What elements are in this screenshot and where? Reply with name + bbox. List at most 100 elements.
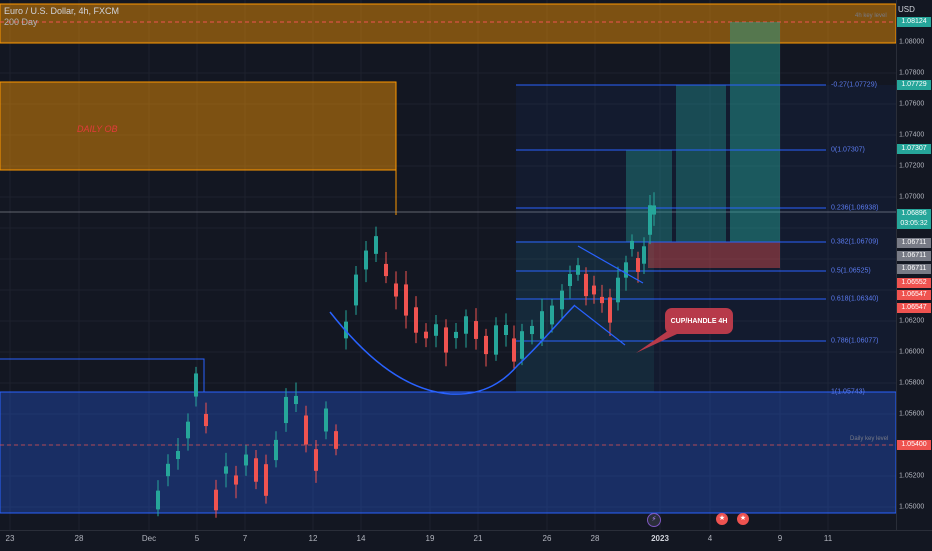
time-tick: 19: [425, 534, 435, 543]
time-tick: 2023: [651, 534, 669, 543]
time-tick: 11: [823, 534, 833, 543]
candle-body: [194, 373, 198, 397]
candle-body: [540, 311, 544, 339]
fib-label: -0.27(1.07729): [831, 81, 877, 89]
price-badge: 1.06711: [897, 238, 931, 248]
candle-body: [512, 338, 516, 362]
stop-box: [648, 242, 780, 268]
lightning-icon[interactable]: ⚡: [647, 513, 661, 527]
price-tick: 1.05800: [899, 379, 925, 387]
candle-body: [186, 421, 190, 439]
price-badge: 1.07307: [897, 144, 931, 154]
price-tick: 1.07000: [899, 193, 925, 201]
daily-key-level-label: Daily key level: [850, 436, 889, 442]
candle-body: [234, 475, 238, 485]
time-tick: 21: [473, 534, 483, 543]
candle-body: [324, 408, 328, 432]
candle-body: [464, 316, 468, 334]
candle-body: [414, 307, 418, 333]
candle-body: [530, 325, 534, 335]
target-box-2: [676, 85, 726, 242]
candle-body: [652, 205, 656, 215]
candle-body: [576, 265, 580, 275]
candle-body: [630, 240, 634, 250]
candle-body: [374, 236, 378, 254]
candle-body: [394, 283, 398, 297]
candle-body: [520, 331, 524, 359]
candle-body: [584, 273, 588, 297]
price-badge: 1.06711: [897, 264, 931, 274]
candle-body: [294, 395, 298, 405]
candle-body: [642, 246, 646, 264]
candle-body: [214, 489, 218, 511]
handle-lines: [577, 245, 644, 284]
time-tick: Dec: [141, 534, 157, 543]
price-tick: 1.08000: [899, 38, 925, 46]
fib-label: 0.618(1.06340): [831, 295, 879, 303]
price-badge: 1.06552: [897, 278, 931, 288]
candle-body: [592, 285, 596, 295]
price-tick: 1.05600: [899, 410, 925, 418]
chart-pane[interactable]: Euro / U.S. Dollar, 4h, FXCM 200 Day DAI…: [0, 0, 896, 530]
candle-body: [600, 296, 604, 304]
time-tick: 28: [74, 534, 84, 543]
candle-body: [156, 490, 160, 510]
candle-body: [484, 335, 488, 355]
price-badge: 1.06547: [897, 290, 931, 300]
time-tick: 14: [356, 534, 366, 543]
price-badge: 1.07729: [897, 80, 931, 90]
candle-body: [424, 331, 428, 339]
us-flag-icon[interactable]: ★: [737, 513, 749, 525]
candle-body: [254, 458, 258, 482]
time-axis[interactable]: [0, 530, 932, 551]
candle-body: [624, 262, 628, 278]
indicator-label: 200 Day: [4, 17, 38, 27]
price-badge: 1.06711: [897, 251, 931, 261]
4h-zone: [0, 3, 896, 44]
time-tick: 7: [242, 534, 248, 543]
candle-body: [204, 413, 208, 427]
candle-body: [444, 327, 448, 353]
price-badge: 1.05400: [897, 440, 931, 450]
time-tick: 5: [194, 534, 200, 543]
daily-ob-label: DAILY OB: [77, 124, 118, 134]
symbol-title: Euro / U.S. Dollar, 4h, FXCM: [4, 6, 120, 16]
candle-body: [274, 439, 278, 461]
chart-canvas[interactable]: [0, 0, 896, 530]
candle-body: [494, 325, 498, 355]
candle-body: [636, 258, 640, 272]
time-tick: 4: [707, 534, 713, 543]
cup-handle-callout[interactable]: CUP/HANDLE 4H: [665, 308, 733, 334]
time-tick: 26: [542, 534, 552, 543]
fib-label: 0.382(1.06709): [831, 238, 879, 246]
time-tick: 23: [5, 534, 15, 543]
demand-zone: [0, 391, 896, 514]
time-tick: 28: [590, 534, 600, 543]
price-tick: 1.07400: [899, 131, 925, 139]
candle-body: [244, 454, 248, 466]
candle-body: [550, 305, 554, 325]
candle-body: [404, 284, 408, 316]
candle-body: [166, 463, 170, 477]
chart-legend: Euro / U.S. Dollar, 4h, FXCM 200 Day: [4, 6, 119, 28]
price-tick: 1.05000: [899, 503, 925, 511]
candle-body: [608, 297, 612, 323]
candle-body: [284, 396, 288, 424]
price-tick: 1.05200: [899, 472, 925, 480]
candle-body: [364, 250, 368, 270]
fib-label: 0.236(1.06938): [831, 204, 879, 212]
candle-body: [616, 277, 620, 303]
target-box-3: [730, 22, 780, 242]
fib-label: 0(1.07307): [831, 146, 865, 154]
price-tick: 1.06200: [899, 317, 925, 325]
time-tick: 12: [308, 534, 318, 543]
currency-label: USD: [898, 5, 915, 14]
daily-ob-zone: [0, 81, 397, 171]
4h-key-level-label: 4h key level: [855, 13, 887, 19]
candle-body: [454, 331, 458, 339]
us-flag-icon[interactable]: ★: [716, 513, 728, 525]
price-tick: 1.07600: [899, 100, 925, 108]
candle-body: [334, 431, 338, 449]
candle-body: [474, 321, 478, 339]
candle-body: [224, 466, 228, 474]
